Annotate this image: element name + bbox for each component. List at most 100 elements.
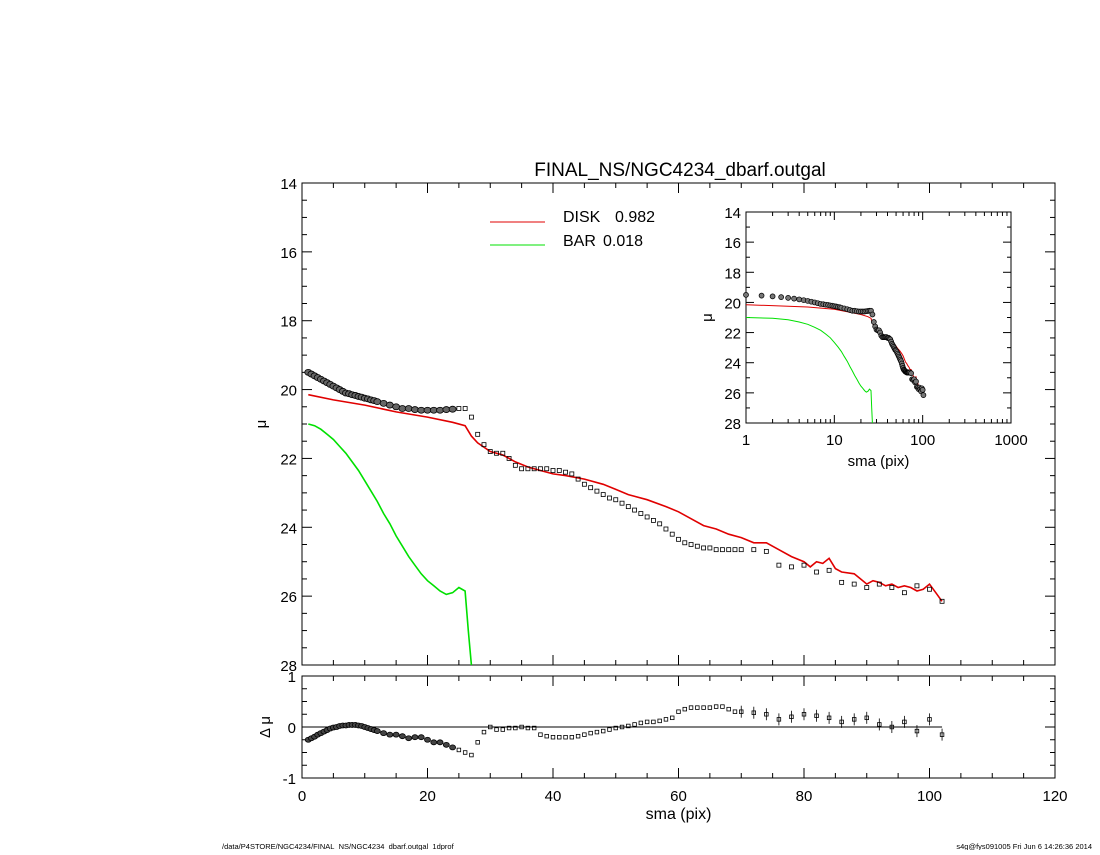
inset-frame — [745, 211, 1012, 424]
inset-y-tick-label: 28 — [724, 416, 741, 433]
main-data-point — [851, 581, 857, 587]
main-data-point — [726, 547, 732, 553]
footer-user-timestamp: s4g@fys091005 Fri Jun 6 14:26:36 2014 — [956, 842, 1092, 850]
main-data-point — [512, 462, 518, 468]
residual-point — [436, 739, 444, 746]
residual-point — [676, 709, 681, 714]
main-data-point — [506, 456, 512, 461]
inset-data-point — [791, 295, 797, 302]
inset-data-point — [778, 294, 785, 301]
main-data-point — [600, 492, 606, 497]
residual-point — [739, 709, 744, 714]
main-data-point — [594, 488, 600, 494]
residual-point — [607, 727, 612, 732]
main-data-point — [826, 567, 832, 573]
inset-x-tick-label: 1 — [742, 432, 750, 449]
inset-y-tick-label: 20 — [724, 295, 741, 312]
main-data-point — [669, 531, 675, 537]
residual-point — [588, 730, 593, 736]
main-data-point — [789, 564, 794, 570]
inset-y-tick-label: 26 — [724, 386, 741, 403]
main-data-point — [707, 545, 713, 551]
main-data-point — [462, 406, 468, 411]
residual-point — [663, 717, 669, 722]
main-data-point — [701, 545, 706, 551]
residual-point — [657, 718, 662, 724]
residual-point — [449, 744, 457, 751]
residual-point — [531, 725, 537, 731]
residual-point — [670, 715, 675, 721]
main-data-point — [494, 450, 499, 456]
residual-x-tick-label: 20 — [419, 788, 436, 805]
residual-point — [902, 719, 907, 725]
residual-point — [751, 710, 756, 715]
main-data-point — [531, 466, 537, 472]
residual-point — [927, 717, 932, 722]
inset-data-point — [920, 392, 927, 398]
inset-log-panel: 1 10 100 1000 14 16 18 20 22 24 26 28 sma (pix) μ — [699, 205, 1028, 470]
legend: DISK 0.982 BAR 0.018 — [490, 209, 655, 250]
residual-point — [852, 717, 857, 722]
residual-point — [594, 729, 600, 735]
residual-point — [939, 732, 945, 737]
main-data-point — [550, 468, 556, 473]
residual-y-tick-label: 0 — [288, 720, 296, 737]
inset-data-point — [908, 370, 914, 377]
main-y-tick-label: 22 — [280, 451, 297, 468]
residual-point — [889, 724, 895, 730]
residual-point — [720, 704, 725, 709]
inset-data-point — [743, 292, 749, 298]
main-data-point — [676, 536, 681, 542]
main-data-point — [448, 405, 457, 413]
residual-point — [839, 719, 844, 725]
main-data-point — [732, 547, 738, 553]
main-data-point — [575, 476, 581, 482]
main-y-tick-label: 18 — [280, 314, 297, 331]
main-data-point — [713, 547, 719, 553]
residual-point — [764, 712, 769, 717]
residual-point — [469, 752, 474, 758]
residual-point — [776, 717, 782, 722]
main-y-tick-label: 14 — [280, 176, 297, 193]
main-data-point — [657, 521, 663, 527]
main-bar-line — [308, 423, 473, 665]
chart-title: FINAL_NS/NGC4234_dbarf.outgal — [534, 160, 826, 181]
inset-x-tick-label: 100 — [910, 432, 935, 449]
inset-data-point — [769, 293, 776, 300]
main-y-tick-label: 24 — [280, 520, 297, 537]
inset-bar-line — [746, 317, 873, 423]
residual-point — [651, 719, 656, 725]
main-data-point — [469, 414, 474, 420]
inset-data-point — [869, 311, 876, 318]
legend-disk-label: DISK — [563, 209, 601, 226]
residual-point — [619, 724, 625, 730]
main-data-point — [538, 466, 543, 472]
main-data-point — [801, 562, 807, 568]
inset-x-tick-label: 10 — [826, 432, 843, 449]
inset-y-axis-label: μ — [699, 313, 716, 322]
main-data-point — [619, 500, 625, 506]
main-data-point — [581, 481, 587, 487]
residual-x-tick-label: 80 — [796, 788, 813, 805]
inset-x-tick-label: 1000 — [994, 432, 1027, 449]
residual-point — [582, 732, 587, 737]
inset-data-point — [796, 296, 803, 303]
residual-point — [519, 724, 524, 730]
residual-point — [864, 715, 869, 721]
residual-point — [877, 722, 882, 727]
main-data-point — [487, 449, 493, 454]
residual-point — [550, 735, 556, 740]
residual-point — [814, 713, 819, 718]
residual-x-tick-label: 0 — [298, 788, 306, 805]
residual-point — [411, 734, 419, 741]
residual-point — [613, 725, 618, 731]
residual-point — [789, 714, 794, 719]
legend-bar-label: BAR — [563, 233, 596, 250]
main-data-point — [519, 466, 525, 472]
main-data-point — [814, 569, 819, 575]
inset-data-point — [758, 292, 765, 299]
main-data-point — [720, 547, 725, 553]
